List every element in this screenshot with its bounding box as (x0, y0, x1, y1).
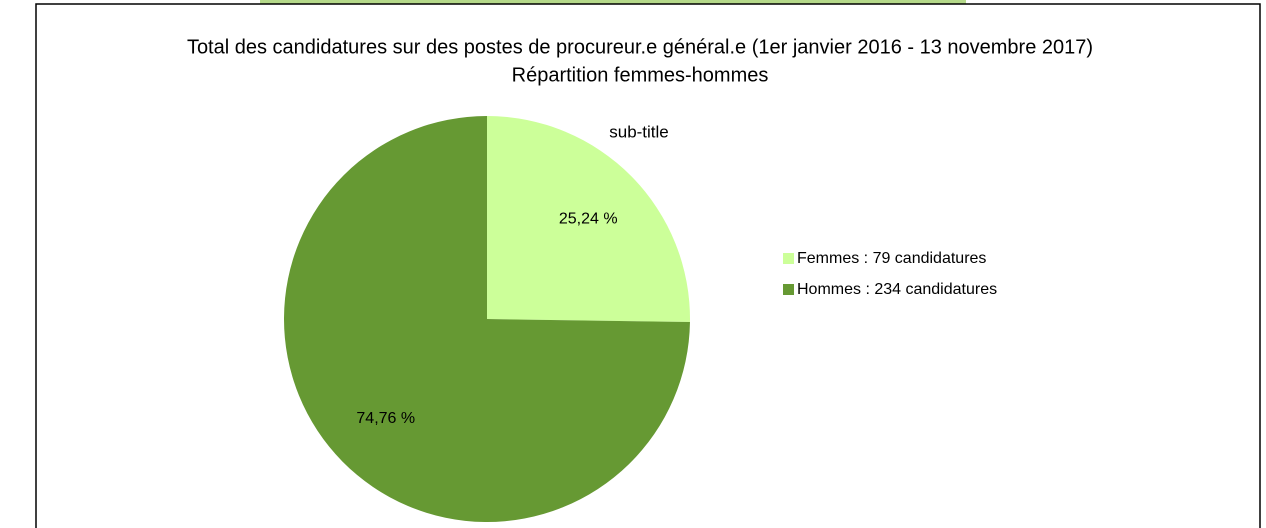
top-strip (260, 0, 966, 4)
legend-swatch (783, 253, 794, 264)
pie-slice (487, 116, 690, 323)
chart-title: Total des candidatures sur des postes de… (187, 36, 1093, 58)
pie-slice (283, 116, 690, 522)
legend-swatch (783, 284, 794, 295)
legend-label: Hommes : 234 candidatures (797, 281, 997, 298)
data-label: 74,76 % (356, 410, 415, 427)
legend-label: Femmes : 79 candidatures (797, 250, 986, 267)
annotation: sub-title (609, 122, 669, 141)
chart-subtitle: Répartition femmes-hommes (512, 64, 769, 86)
data-label: 25,24 % (559, 210, 618, 227)
